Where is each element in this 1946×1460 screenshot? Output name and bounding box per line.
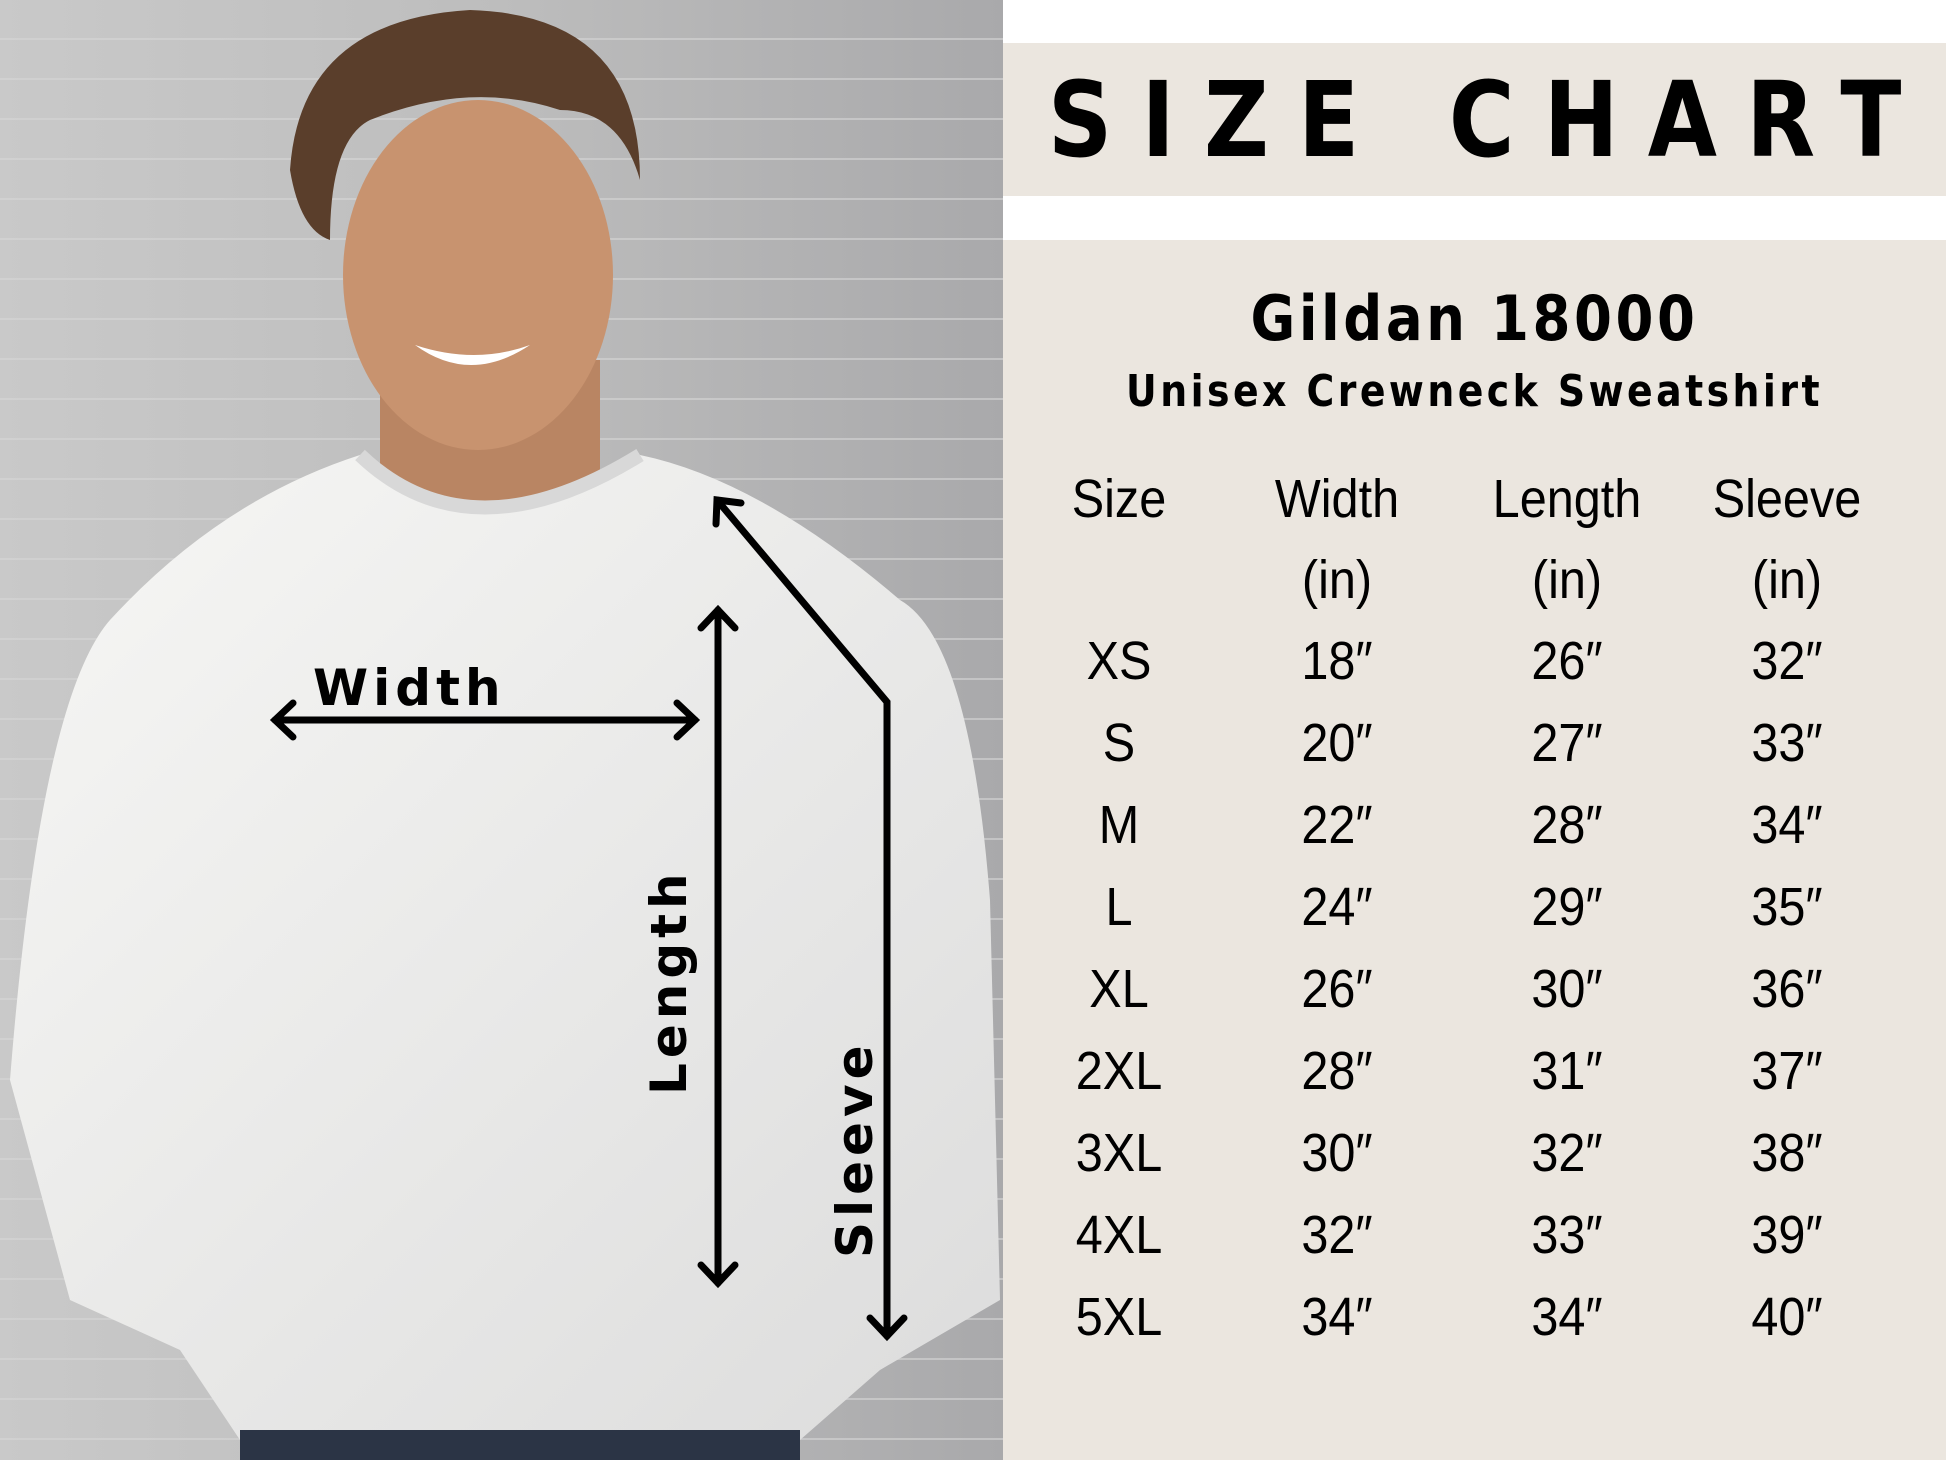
cell-size: XS (1086, 631, 1152, 691)
unit-sleeve: (in) (1751, 550, 1823, 610)
unit-length: (in) (1531, 550, 1603, 610)
cell-length: 31″ (1531, 1041, 1603, 1101)
cell-size: 5XL (1075, 1287, 1163, 1347)
sleeve-arrow (712, 496, 908, 1342)
cell-width: 34″ (1301, 1287, 1373, 1347)
cell-size: 4XL (1075, 1205, 1163, 1265)
cell-sleeve: 37″ (1751, 1041, 1823, 1101)
cell-width: 26″ (1301, 959, 1373, 1019)
model-photo: Width Length Sleeve (0, 0, 1003, 1460)
cell-size: M (1098, 795, 1140, 855)
page-title: SIZE CHART (1048, 58, 1931, 181)
cell-length: 32″ (1531, 1123, 1603, 1183)
sweatshirt (10, 455, 1000, 1440)
header-length: Length (1492, 469, 1642, 529)
cell-length: 27″ (1531, 713, 1603, 773)
smile (415, 345, 530, 365)
header-width: Width (1274, 469, 1400, 529)
cell-length: 34″ (1531, 1287, 1603, 1347)
cell-size: XL (1089, 959, 1149, 1019)
width-arrow (269, 699, 701, 741)
cell-sleeve: 33″ (1751, 713, 1823, 773)
title-band: SIZE CHART (1003, 43, 1946, 196)
cell-length: 29″ (1531, 877, 1603, 937)
length-arrow (697, 604, 739, 1289)
cell-width: 20″ (1301, 713, 1373, 773)
cell-size: 3XL (1075, 1123, 1163, 1183)
cell-width: 30″ (1301, 1123, 1373, 1183)
header-sleeve: Sleeve (1712, 469, 1862, 529)
head (343, 100, 613, 450)
cell-width: 18″ (1301, 631, 1373, 691)
sleeve-label: Sleeve (826, 1041, 884, 1258)
product-subtitle: Unisex Crewneck Sweatshirt (1126, 366, 1823, 417)
product-name: Gildan 18000 (1250, 282, 1699, 355)
hair (290, 10, 640, 240)
cell-sleeve: 36″ (1751, 959, 1823, 1019)
cell-size: 2XL (1075, 1041, 1163, 1101)
cell-size: L (1105, 877, 1133, 937)
cell-length: 26″ (1531, 631, 1603, 691)
unit-width: (in) (1301, 550, 1373, 610)
cell-size: S (1102, 713, 1136, 773)
cell-sleeve: 32″ (1751, 631, 1823, 691)
cell-width: 24″ (1301, 877, 1373, 937)
cell-width: 22″ (1301, 795, 1373, 855)
jeans (240, 1430, 800, 1460)
cell-sleeve: 40″ (1751, 1287, 1823, 1347)
cell-length: 33″ (1531, 1205, 1603, 1265)
cell-width: 28″ (1301, 1041, 1373, 1101)
cell-sleeve: 39″ (1751, 1205, 1823, 1265)
header-size: Size (1071, 469, 1167, 529)
length-label: Length (640, 868, 698, 1095)
cell-sleeve: 34″ (1751, 795, 1823, 855)
width-label: Width (313, 659, 506, 717)
cell-width: 32″ (1301, 1205, 1373, 1265)
cell-sleeve: 35″ (1751, 877, 1823, 937)
cell-length: 28″ (1531, 795, 1603, 855)
cell-length: 30″ (1531, 959, 1603, 1019)
size-table-panel: Gildan 18000 Unisex Crewneck Sweatshirt … (1003, 240, 1946, 1460)
cell-sleeve: 38″ (1751, 1123, 1823, 1183)
